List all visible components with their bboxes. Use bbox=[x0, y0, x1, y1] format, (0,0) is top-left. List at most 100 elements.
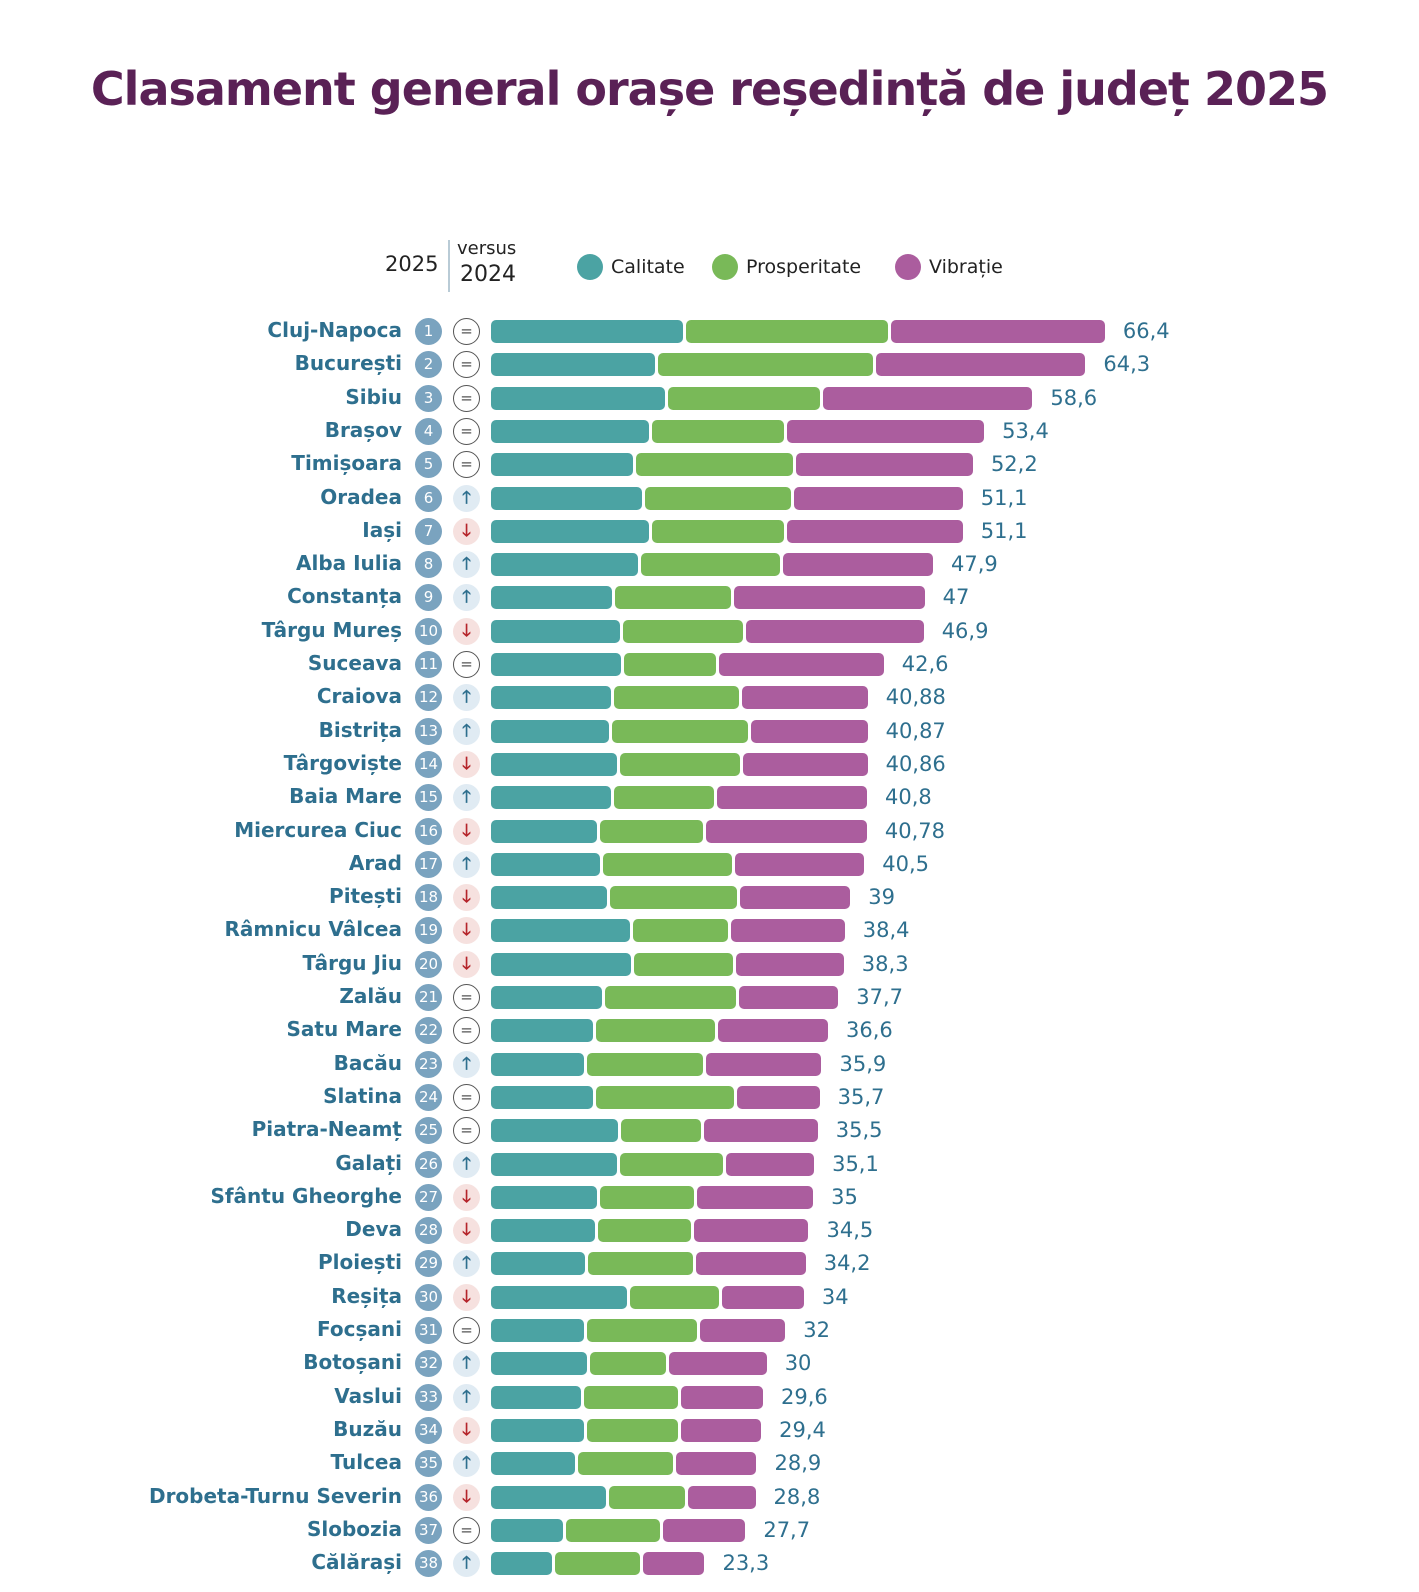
total-value-label: 40,86 bbox=[885, 751, 946, 776]
rank-badge: 26 bbox=[415, 1150, 442, 1178]
stacked-bar bbox=[491, 1352, 770, 1376]
bar-segment-prosperitate bbox=[578, 1452, 673, 1476]
bar-segment-prosperitate bbox=[605, 986, 737, 1009]
rank-badge: 20 bbox=[415, 950, 442, 978]
stacked-bar bbox=[491, 1252, 809, 1276]
rank-badge: 37 bbox=[415, 1516, 442, 1544]
chart-row: Drobeta-Turnu Severin 36 🡓 28,8 bbox=[0, 1481, 1419, 1514]
arrow-up-icon: 🡑 bbox=[453, 1150, 480, 1178]
total-value-label: 35 bbox=[831, 1184, 858, 1209]
rank-badge: 6 bbox=[415, 484, 442, 512]
stacked-bar bbox=[491, 1152, 817, 1176]
stacked-bar bbox=[491, 1319, 788, 1342]
total-value-label: 42,6 bbox=[901, 652, 949, 676]
bar-segment-vibratie bbox=[875, 353, 1086, 377]
total-value-label: 34,2 bbox=[823, 1251, 871, 1276]
bar-segment-vibratie bbox=[726, 1152, 815, 1176]
city-label: Târgu Jiu bbox=[302, 950, 402, 975]
bar-segment-vibratie bbox=[705, 1052, 822, 1076]
city-label: Constanța bbox=[287, 584, 402, 609]
bar-segment-vibratie bbox=[680, 1418, 762, 1442]
bar-segment-calitate bbox=[491, 852, 601, 876]
stacked-bar bbox=[491, 852, 867, 876]
stacked-bar bbox=[491, 1418, 764, 1442]
city-label: Slobozia bbox=[306, 1516, 402, 1541]
rank-badge: 16 bbox=[415, 817, 442, 845]
bar-segment-calitate bbox=[491, 353, 656, 377]
city-label: Miercurea Ciuc bbox=[234, 817, 402, 842]
rank-badge: 13 bbox=[415, 717, 442, 745]
legend-item-calitate: Calitate bbox=[577, 254, 685, 280]
total-value-label: 40,87 bbox=[885, 718, 946, 743]
bar-segment-vibratie bbox=[696, 1252, 806, 1276]
bar-segment-vibratie bbox=[745, 619, 924, 643]
bar-segment-prosperitate bbox=[613, 686, 739, 710]
chart-row: Constanța 9 🡑 47 bbox=[0, 581, 1419, 614]
bar-segment-prosperitate bbox=[586, 1418, 678, 1442]
stacked-bar bbox=[491, 1052, 824, 1076]
bar-segment-prosperitate bbox=[595, 1019, 715, 1043]
city-label: Călărași bbox=[311, 1550, 402, 1575]
chart-row: Tulcea 35 🡑 28,9 bbox=[0, 1447, 1419, 1480]
bar-segment-prosperitate bbox=[586, 1052, 703, 1076]
legend-label: Vibrație bbox=[929, 256, 1003, 278]
rank-badge: 24 bbox=[415, 1083, 442, 1111]
chart-row: Târgoviște 14 🡓 40,86 bbox=[0, 748, 1419, 781]
bar-segment-prosperitate bbox=[599, 819, 703, 843]
rank-badge: 19 bbox=[415, 917, 442, 945]
total-value-label: 35,1 bbox=[832, 1151, 879, 1176]
bar-segment-prosperitate bbox=[590, 1352, 667, 1376]
bar-segment-prosperitate bbox=[668, 386, 820, 410]
bar-segment-prosperitate bbox=[599, 1185, 695, 1209]
bar-segment-calitate bbox=[491, 952, 632, 976]
bar-segment-calitate bbox=[491, 553, 638, 577]
bar-segment-prosperitate bbox=[611, 719, 749, 743]
bar-segment-vibratie bbox=[675, 1452, 757, 1476]
bar-segment-calitate bbox=[491, 1185, 597, 1209]
stacked-bar bbox=[491, 1518, 748, 1542]
arrow-down-icon: 🡓 bbox=[453, 750, 480, 778]
legend-label: Prosperitate bbox=[746, 256, 862, 278]
bar-segment-vibratie bbox=[694, 1219, 809, 1243]
rank-badge: 7 bbox=[415, 517, 442, 545]
arrow-up-icon: 🡑 bbox=[453, 1550, 480, 1578]
city-label: Reșița bbox=[331, 1283, 402, 1308]
stacked-bar bbox=[491, 819, 870, 843]
arrow-up-icon: 🡑 bbox=[453, 551, 480, 579]
legend-dot-prosperitate bbox=[712, 254, 738, 280]
equal-icon: = bbox=[453, 384, 480, 412]
chart-row: Vaslui 33 🡑 29,6 bbox=[0, 1381, 1419, 1414]
chart-row: Suceava 11 = 42,6 bbox=[0, 648, 1419, 681]
bar-segment-prosperitate bbox=[597, 1219, 692, 1243]
legend-prev-year: 2024 bbox=[460, 262, 516, 287]
bar-segment-vibratie bbox=[737, 1085, 820, 1109]
arrow-up-icon: 🡑 bbox=[453, 717, 480, 745]
chart-title: Clasament general orașe reședință de jud… bbox=[90, 62, 1329, 116]
equal-icon: = bbox=[453, 1516, 480, 1544]
chart-row: Bistrița 13 🡑 40,87 bbox=[0, 715, 1419, 748]
total-value-label: 40,8 bbox=[885, 785, 932, 810]
rank-badge: 31 bbox=[415, 1317, 442, 1344]
arrow-down-icon: 🡓 bbox=[453, 950, 480, 978]
bar-segment-prosperitate bbox=[658, 353, 873, 377]
arrow-down-icon: 🡓 bbox=[453, 1416, 480, 1444]
bar-segment-calitate bbox=[491, 1385, 581, 1409]
stacked-bar bbox=[491, 553, 936, 577]
bar-segment-vibratie bbox=[681, 1385, 763, 1409]
rank-badge: 15 bbox=[415, 784, 442, 812]
total-value-label: 35,9 bbox=[839, 1051, 887, 1076]
stacked-bar bbox=[491, 786, 870, 810]
city-label: Satu Mare bbox=[286, 1017, 403, 1042]
city-label: Drobeta-Turnu Severin bbox=[148, 1483, 402, 1508]
bar-segment-prosperitate bbox=[622, 619, 743, 643]
stacked-bar bbox=[491, 519, 966, 543]
city-label: Zalău bbox=[339, 984, 402, 1008]
rank-badge: 34 bbox=[415, 1416, 442, 1444]
bar-segment-calitate bbox=[491, 386, 666, 410]
bar-segment-vibratie bbox=[700, 1319, 786, 1342]
bar-segment-calitate bbox=[491, 1019, 593, 1043]
total-value-label: 40,5 bbox=[882, 851, 929, 876]
bar-segment-prosperitate bbox=[630, 1285, 720, 1309]
bar-segment-prosperitate bbox=[608, 1485, 685, 1509]
bar-segment-calitate bbox=[491, 519, 649, 543]
